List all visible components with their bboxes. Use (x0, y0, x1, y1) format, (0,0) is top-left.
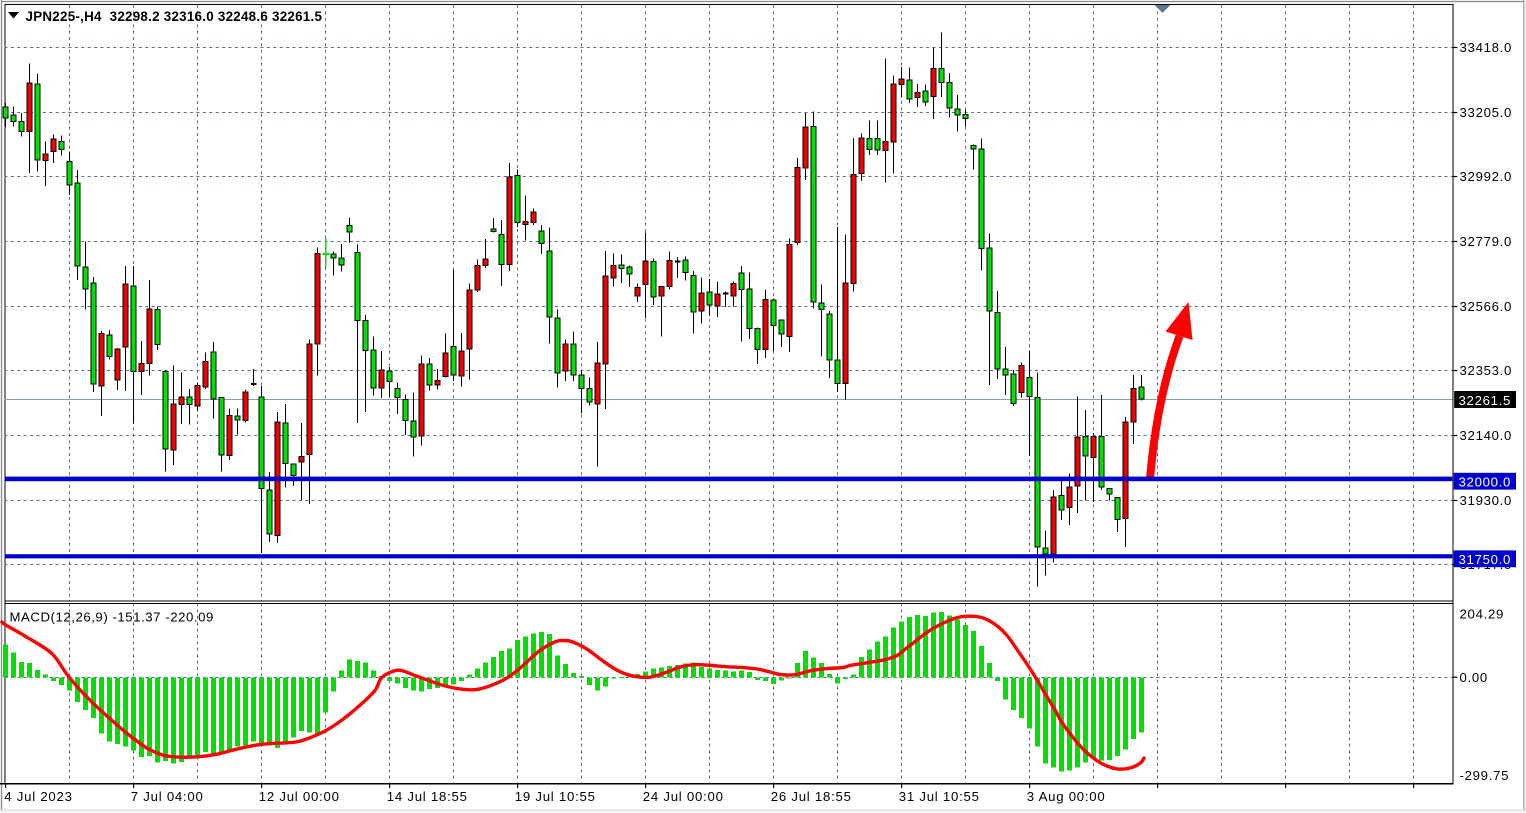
svg-text:JPN225-,H4 32298.2 32316.0 32: JPN225-,H4 32298.2 32316.0 32248.6 32261… (26, 9, 323, 24)
svg-text:32261.5: 32261.5 (1459, 393, 1512, 408)
svg-text:32779.0: 32779.0 (1460, 234, 1513, 249)
svg-text:32140.0: 32140.0 (1460, 428, 1513, 443)
svg-text:0.00: 0.00 (1460, 670, 1488, 685)
svg-text:14 Jul 18:55: 14 Jul 18:55 (387, 789, 468, 804)
svg-text:32992.0: 32992.0 (1460, 169, 1513, 184)
svg-text:-299.75: -299.75 (1460, 768, 1510, 783)
svg-text:12 Jul 00:00: 12 Jul 00:00 (259, 789, 340, 804)
svg-text:32353.0: 32353.0 (1460, 363, 1513, 378)
svg-text:MACD(12,26,9) -151.37 -220.09: MACD(12,26,9) -151.37 -220.09 (10, 609, 214, 624)
svg-text:204.29: 204.29 (1460, 606, 1505, 621)
svg-text:3 Aug 00:00: 3 Aug 00:00 (1027, 789, 1106, 804)
svg-text:32566.0: 32566.0 (1460, 299, 1513, 314)
svg-text:7 Jul 04:00: 7 Jul 04:00 (131, 789, 204, 804)
svg-text:4 Jul 2023: 4 Jul 2023 (4, 789, 72, 804)
svg-text:24 Jul 00:00: 24 Jul 00:00 (643, 789, 724, 804)
svg-text:31930.0: 31930.0 (1460, 493, 1513, 508)
svg-text:33418.0: 33418.0 (1460, 40, 1513, 55)
svg-text:26 Jul 18:55: 26 Jul 18:55 (771, 789, 852, 804)
svg-text:33205.0: 33205.0 (1460, 105, 1513, 120)
svg-text:19 Jul 10:55: 19 Jul 10:55 (515, 789, 596, 804)
svg-text:31 Jul 10:55: 31 Jul 10:55 (899, 789, 980, 804)
svg-text:32000.0: 32000.0 (1459, 475, 1512, 490)
svg-text:31750.0: 31750.0 (1459, 552, 1512, 567)
